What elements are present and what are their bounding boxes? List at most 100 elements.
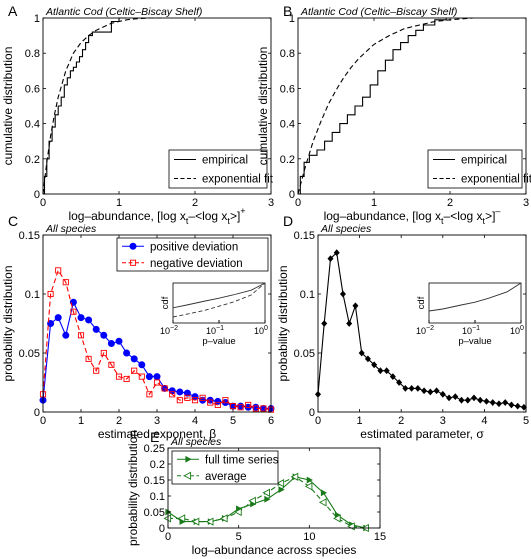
data-point [108, 361, 115, 368]
data-point [131, 367, 138, 374]
inset-tick-label: 10−2 [160, 325, 178, 336]
data-point [100, 331, 108, 339]
data-point [352, 302, 359, 310]
inset-series-line [428, 282, 522, 312]
y-tick-label: 0.15 [144, 475, 165, 487]
inset-series-line [172, 282, 266, 318]
panel-label: A [8, 3, 18, 19]
series-line [298, 18, 447, 195]
inset-tick-base: 10 [160, 326, 170, 336]
data-point [306, 476, 313, 484]
panel-label: C [8, 213, 18, 229]
x-axis-label-part: + [240, 206, 245, 216]
data-point [77, 332, 85, 339]
data-point [47, 290, 54, 298]
data-point [115, 337, 123, 345]
panel-annotation: All species [45, 223, 97, 235]
data-point [199, 394, 206, 401]
data-point [346, 320, 353, 327]
panel-A: 0 1 2 3 0 0.2 0.4 0.6 0.8 1 Atlantic Cod (Celtic–B… [1, 3, 274, 226]
data-point [471, 394, 477, 402]
data-point [262, 488, 270, 497]
y-tick-label: 1 [34, 13, 40, 25]
data-point [47, 320, 55, 327]
data-point [464, 396, 471, 404]
data-point [264, 495, 271, 503]
data-point [214, 397, 222, 405]
inset-tick-base: 10 [510, 326, 520, 336]
y-tick-label: 0.4 [25, 119, 40, 131]
inset-tick-exp: −1 [216, 325, 224, 332]
data-point [234, 507, 242, 517]
panel-annotation: All species [170, 436, 222, 448]
y-axis-label: probability distribution [1, 265, 15, 381]
data-point [183, 389, 191, 397]
y-tick-label: 0 [34, 407, 40, 419]
y-tick-label: 0 [159, 523, 165, 535]
x-tick-label: 15 [374, 531, 386, 543]
legend-entry-label: empirical [461, 155, 507, 167]
data-point [145, 373, 153, 381]
inset-tick-label: 100 [254, 325, 268, 336]
inset-tick-exp: −2 [426, 325, 434, 332]
data-point [107, 340, 115, 348]
x-tick-label: 0 [315, 415, 321, 427]
inset-series-line [172, 282, 266, 309]
series-line [297, 17, 473, 195]
data-point [177, 514, 186, 523]
y-tick-label: 1 [289, 13, 295, 25]
inset-tick-exp: 0 [520, 325, 524, 332]
panel-annotation: Atlantic Cod (Celtic–Biscay Shelf) [300, 6, 457, 18]
y-tick-label: 0 [289, 189, 295, 201]
inset-xlabel: p–value [202, 336, 235, 347]
data-point [414, 385, 421, 392]
x-tick-label: 4 [192, 415, 198, 427]
x-tick-label: 5 [523, 415, 529, 427]
y-axis-label: probability distribution [276, 265, 290, 381]
inset-C: 10−2 10 −1 100 p–value cdf [160, 282, 268, 347]
plot-frame [42, 17, 272, 195]
data-point [252, 405, 259, 412]
legend-swatch-marker [129, 259, 137, 266]
data-point [191, 517, 200, 526]
legend-entry-label: full time series [205, 454, 279, 466]
data-point [278, 486, 285, 493]
y-tick-label: 0.25 [144, 443, 165, 455]
panel-annotation: All species [320, 223, 372, 235]
plot-frame [167, 447, 381, 529]
inset-xlabel: p–value [458, 336, 491, 347]
x-axis-label-part: –<log x [444, 209, 483, 223]
y-axis-label: cumulative distribution [256, 47, 270, 166]
data-point [85, 355, 92, 362]
data-point [304, 482, 313, 491]
plot-frame [317, 234, 527, 413]
data-point [138, 373, 145, 380]
legend-frame [168, 149, 268, 189]
x-axis-label-part: –<log x [188, 209, 227, 223]
data-point [439, 390, 446, 398]
inset-ylabel: cdf [160, 296, 171, 309]
x-axis-label-part: >] [230, 209, 240, 223]
data-point [421, 387, 428, 395]
x-axis-label: estimated parameter, σ [360, 427, 484, 441]
y-tick-label: 0.2 [25, 154, 40, 166]
y-tick-label: 0.6 [280, 83, 295, 95]
inset-frame [428, 282, 522, 324]
data-point [502, 399, 509, 406]
y-axis-label: probability distribution [126, 430, 140, 546]
x-axis-label-part: t [227, 216, 230, 226]
data-point [123, 375, 130, 383]
data-point [77, 314, 85, 322]
inset-tick-exp: 0 [264, 325, 268, 332]
x-tick-label: 2 [447, 197, 453, 209]
data-point [489, 399, 496, 406]
y-tick-label: 0.8 [25, 48, 40, 60]
x-axis-label: estimated exponent, β [98, 427, 216, 441]
x-axis-label-part: t [483, 216, 486, 226]
data-point [364, 355, 371, 363]
series-line [42, 17, 165, 195]
x-axis-label: log–abundance across species [192, 543, 357, 557]
y-tick-label: 0.15 [294, 230, 315, 242]
